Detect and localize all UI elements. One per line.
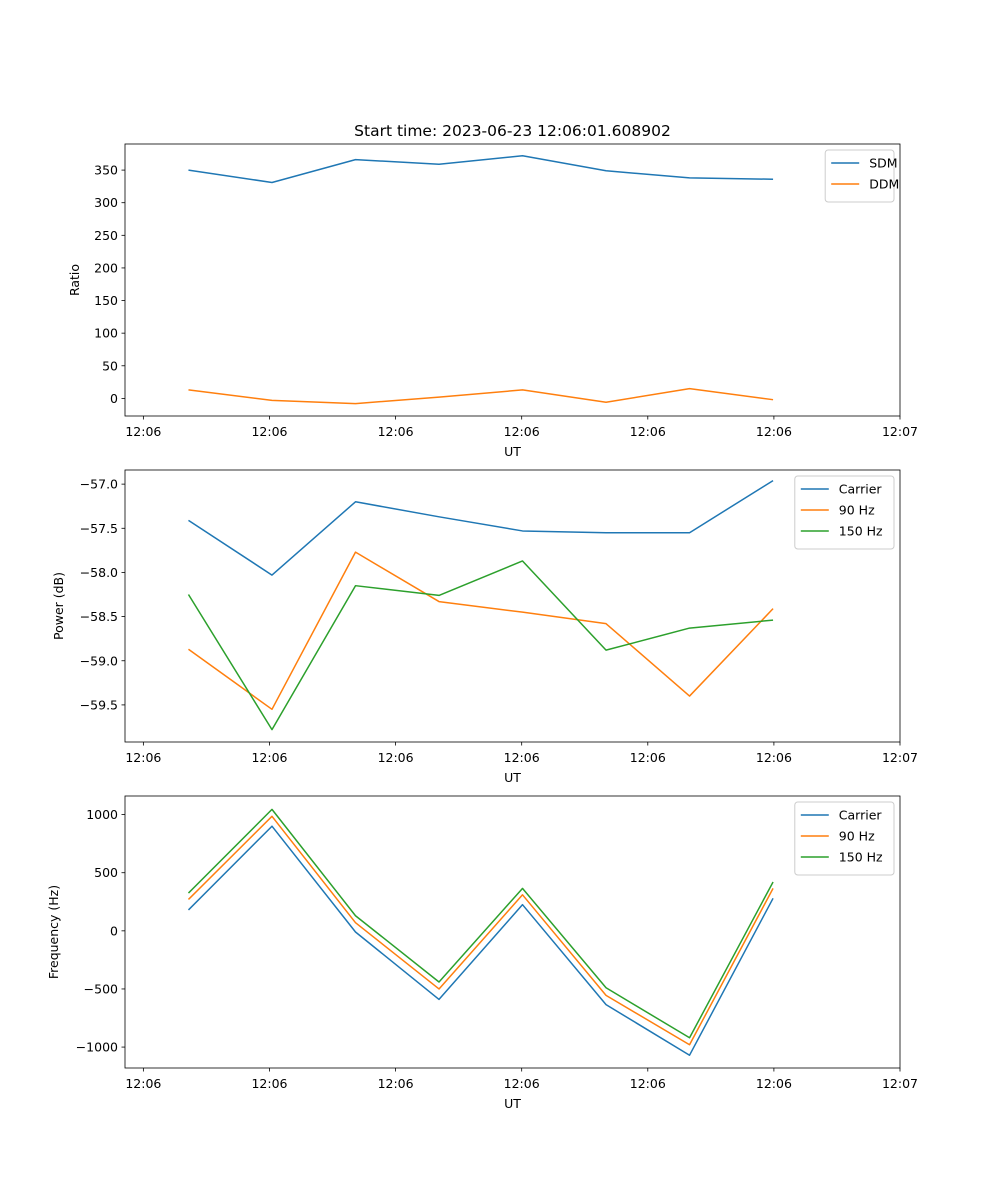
chart2-x-axis-label: UT bbox=[504, 770, 521, 785]
chart2-x-tick-label: 12:06 bbox=[756, 750, 792, 765]
chart3-x-tick-label: 12:06 bbox=[125, 1076, 161, 1091]
chart1-y-tick-label: 100 bbox=[94, 326, 118, 341]
chart1-x-tick-label: 12:06 bbox=[251, 424, 287, 439]
chart3-series-150-hz-line bbox=[187, 808, 774, 1039]
chart2-y-tick-label: −58.0 bbox=[80, 565, 118, 580]
chart1-y-tick-label: 0 bbox=[110, 391, 118, 406]
chart2-axes-frame bbox=[124, 469, 901, 743]
chart2-y-tick-label: −57.5 bbox=[80, 521, 118, 536]
chart1-y-tick-label: 50 bbox=[102, 358, 118, 373]
chart3-series-90-hz-line bbox=[187, 815, 774, 1046]
chart3-y-axis-label: Frequency (Hz) bbox=[46, 885, 61, 979]
chart3-legend-label-carrier: Carrier bbox=[839, 808, 883, 823]
chart2-legend-label-90-hz: 90 Hz bbox=[839, 503, 875, 518]
chart2-x-tick-label: 12:06 bbox=[251, 750, 287, 765]
chart1-y-axis-label: Ratio bbox=[67, 264, 82, 296]
chart1-legend-label-sdm: SDM bbox=[869, 156, 897, 171]
chart2-y-tick-label: −59.5 bbox=[80, 697, 118, 712]
chart2-y-tick-label: −59.0 bbox=[80, 653, 118, 668]
chart2-x-tick-label: 12:06 bbox=[504, 750, 540, 765]
chart2-x-tick-label: 12:07 bbox=[882, 750, 918, 765]
chart1-x-tick-label: 12:06 bbox=[378, 424, 414, 439]
chart3-x-tick-label: 12:06 bbox=[630, 1076, 666, 1091]
chart2-series-90-hz-line bbox=[188, 551, 774, 711]
chart2-x-tick-label: 12:06 bbox=[630, 750, 666, 765]
chart1-legend-label-ddm: DDM bbox=[869, 177, 899, 192]
chart2-series-150-hz-line bbox=[187, 560, 774, 731]
chart1-y-tick-label: 300 bbox=[94, 195, 118, 210]
chart3-x-tick-label: 12:06 bbox=[378, 1076, 414, 1091]
chart3-y-tick-label: 1000 bbox=[86, 807, 118, 822]
chart1-series-ddm-line bbox=[188, 387, 774, 405]
chart2-legend-label-carrier: Carrier bbox=[839, 482, 883, 497]
chart2-x-tick-label: 12:06 bbox=[125, 750, 161, 765]
chart3-legend-label-150-hz: 150 Hz bbox=[839, 850, 883, 865]
chart2-y-axis-label: Power (dB) bbox=[51, 572, 66, 640]
chart1-y-tick-label: 250 bbox=[94, 228, 118, 243]
chart3-y-tick-label: 500 bbox=[94, 865, 118, 880]
chart2-y-tick-label: −57.0 bbox=[80, 477, 118, 492]
chart3-x-tick-label: 12:06 bbox=[251, 1076, 287, 1091]
chart1-x-tick-label: 12:06 bbox=[504, 424, 540, 439]
chart2-series-carrier-line bbox=[188, 479, 774, 576]
chart-title: Start time: 2023-06-23 12:06:01.608902 bbox=[354, 122, 671, 140]
chart1-x-tick-label: 12:07 bbox=[882, 424, 918, 439]
chart3-x-tick-label: 12:07 bbox=[882, 1076, 918, 1091]
chart1-series-sdm-line bbox=[188, 154, 774, 184]
chart2-y-tick-label: −58.5 bbox=[80, 609, 118, 624]
chart3-y-tick-label: −1000 bbox=[76, 1040, 118, 1055]
chart3-legend-label-90-hz: 90 Hz bbox=[839, 829, 875, 844]
chart1-y-tick-label: 150 bbox=[94, 293, 118, 308]
chart3-y-tick-label: 0 bbox=[110, 923, 118, 938]
chart1-y-tick-label: 350 bbox=[94, 163, 118, 178]
chart2-x-tick-label: 12:06 bbox=[378, 750, 414, 765]
chart2-legend-label-150-hz: 150 Hz bbox=[839, 524, 883, 539]
chart3-x-tick-label: 12:06 bbox=[756, 1076, 792, 1091]
chart3-axes-frame bbox=[124, 795, 901, 1069]
chart1-x-tick-label: 12:06 bbox=[630, 424, 666, 439]
chart1-x-axis-label: UT bbox=[504, 444, 521, 459]
chart3-x-axis-label: UT bbox=[504, 1096, 521, 1111]
chart1-y-tick-label: 200 bbox=[94, 260, 118, 275]
chart3-series-carrier-line bbox=[187, 825, 774, 1056]
chart1-axes-frame bbox=[124, 143, 901, 417]
chart1-x-tick-label: 12:06 bbox=[756, 424, 792, 439]
chart3-y-tick-label: −500 bbox=[84, 981, 118, 996]
chart1-x-tick-label: 12:06 bbox=[125, 424, 161, 439]
chart3-x-tick-label: 12:06 bbox=[504, 1076, 540, 1091]
